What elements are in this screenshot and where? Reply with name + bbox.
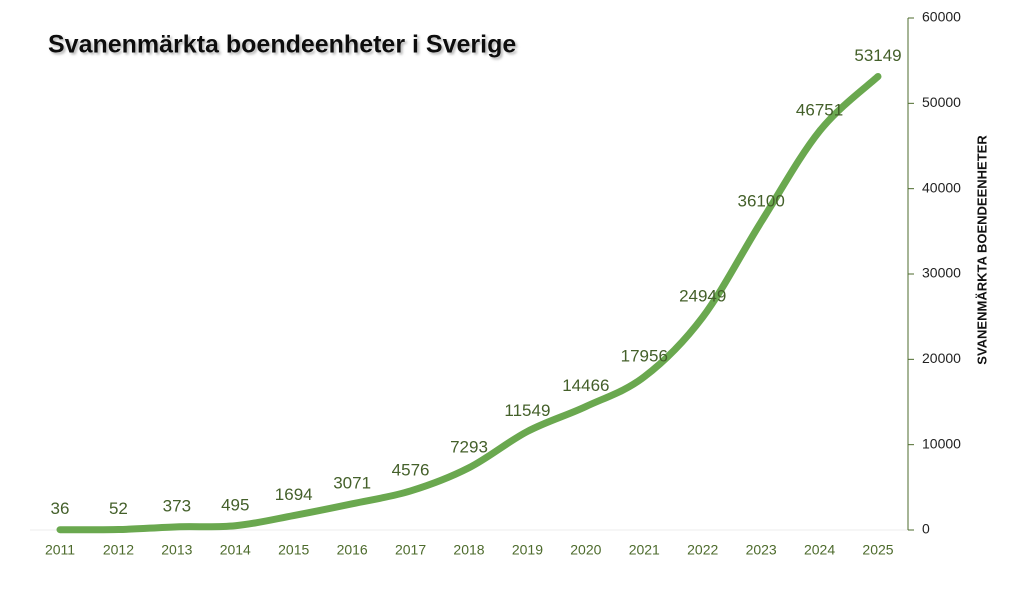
y-tick-label: 10000	[922, 435, 961, 451]
x-tick-label: 2020	[570, 542, 601, 558]
data-label: 1694	[275, 485, 313, 504]
x-tick-label: 2023	[746, 542, 777, 558]
data-label: 373	[163, 496, 191, 515]
x-tick-label: 2015	[278, 542, 309, 558]
data-line	[56, 72, 882, 534]
y-tick-label: 60000	[922, 9, 961, 25]
x-tick-label: 2022	[687, 542, 718, 558]
x-tick-label: 2013	[161, 542, 192, 558]
data-label: 53149	[854, 46, 901, 65]
x-tick-label: 2016	[337, 542, 368, 558]
chart-title: Svanenmärkta boendeenheter i Sverige	[48, 31, 516, 59]
y-tick-label: 50000	[922, 94, 961, 110]
x-tick-label: 2019	[512, 542, 543, 558]
data-label: 36100	[738, 191, 785, 210]
data-label: 46751	[796, 101, 843, 120]
data-label: 7293	[450, 437, 488, 456]
x-tick-label: 2014	[220, 542, 251, 558]
x-tick-label: 2025	[862, 542, 893, 558]
data-label: 4576	[392, 460, 430, 479]
data-label: 17956	[621, 346, 668, 365]
data-label: 11549	[504, 401, 550, 420]
y-tick-label: 40000	[922, 179, 961, 195]
x-tick-label: 2018	[453, 542, 484, 558]
data-label: 14466	[562, 376, 609, 395]
data-label: 36	[51, 499, 70, 518]
x-tick-label: 2011	[45, 542, 75, 558]
data-label: 24949	[679, 287, 726, 306]
x-tick-label: 2024	[804, 542, 835, 558]
x-tick-label: 2012	[103, 542, 134, 558]
data-label: 495	[221, 495, 249, 514]
y-axis-label: SVANENMÄRKTA BOENDEENHETER	[974, 135, 989, 365]
y-tick-label: 30000	[922, 265, 961, 281]
y-tick-label: 20000	[922, 350, 961, 366]
x-tick-label: 2021	[629, 542, 660, 558]
data-label: 52	[109, 499, 128, 518]
x-tick-label: 2017	[395, 542, 426, 558]
y-tick-label: 0	[922, 521, 930, 537]
data-label: 3071	[333, 473, 371, 492]
